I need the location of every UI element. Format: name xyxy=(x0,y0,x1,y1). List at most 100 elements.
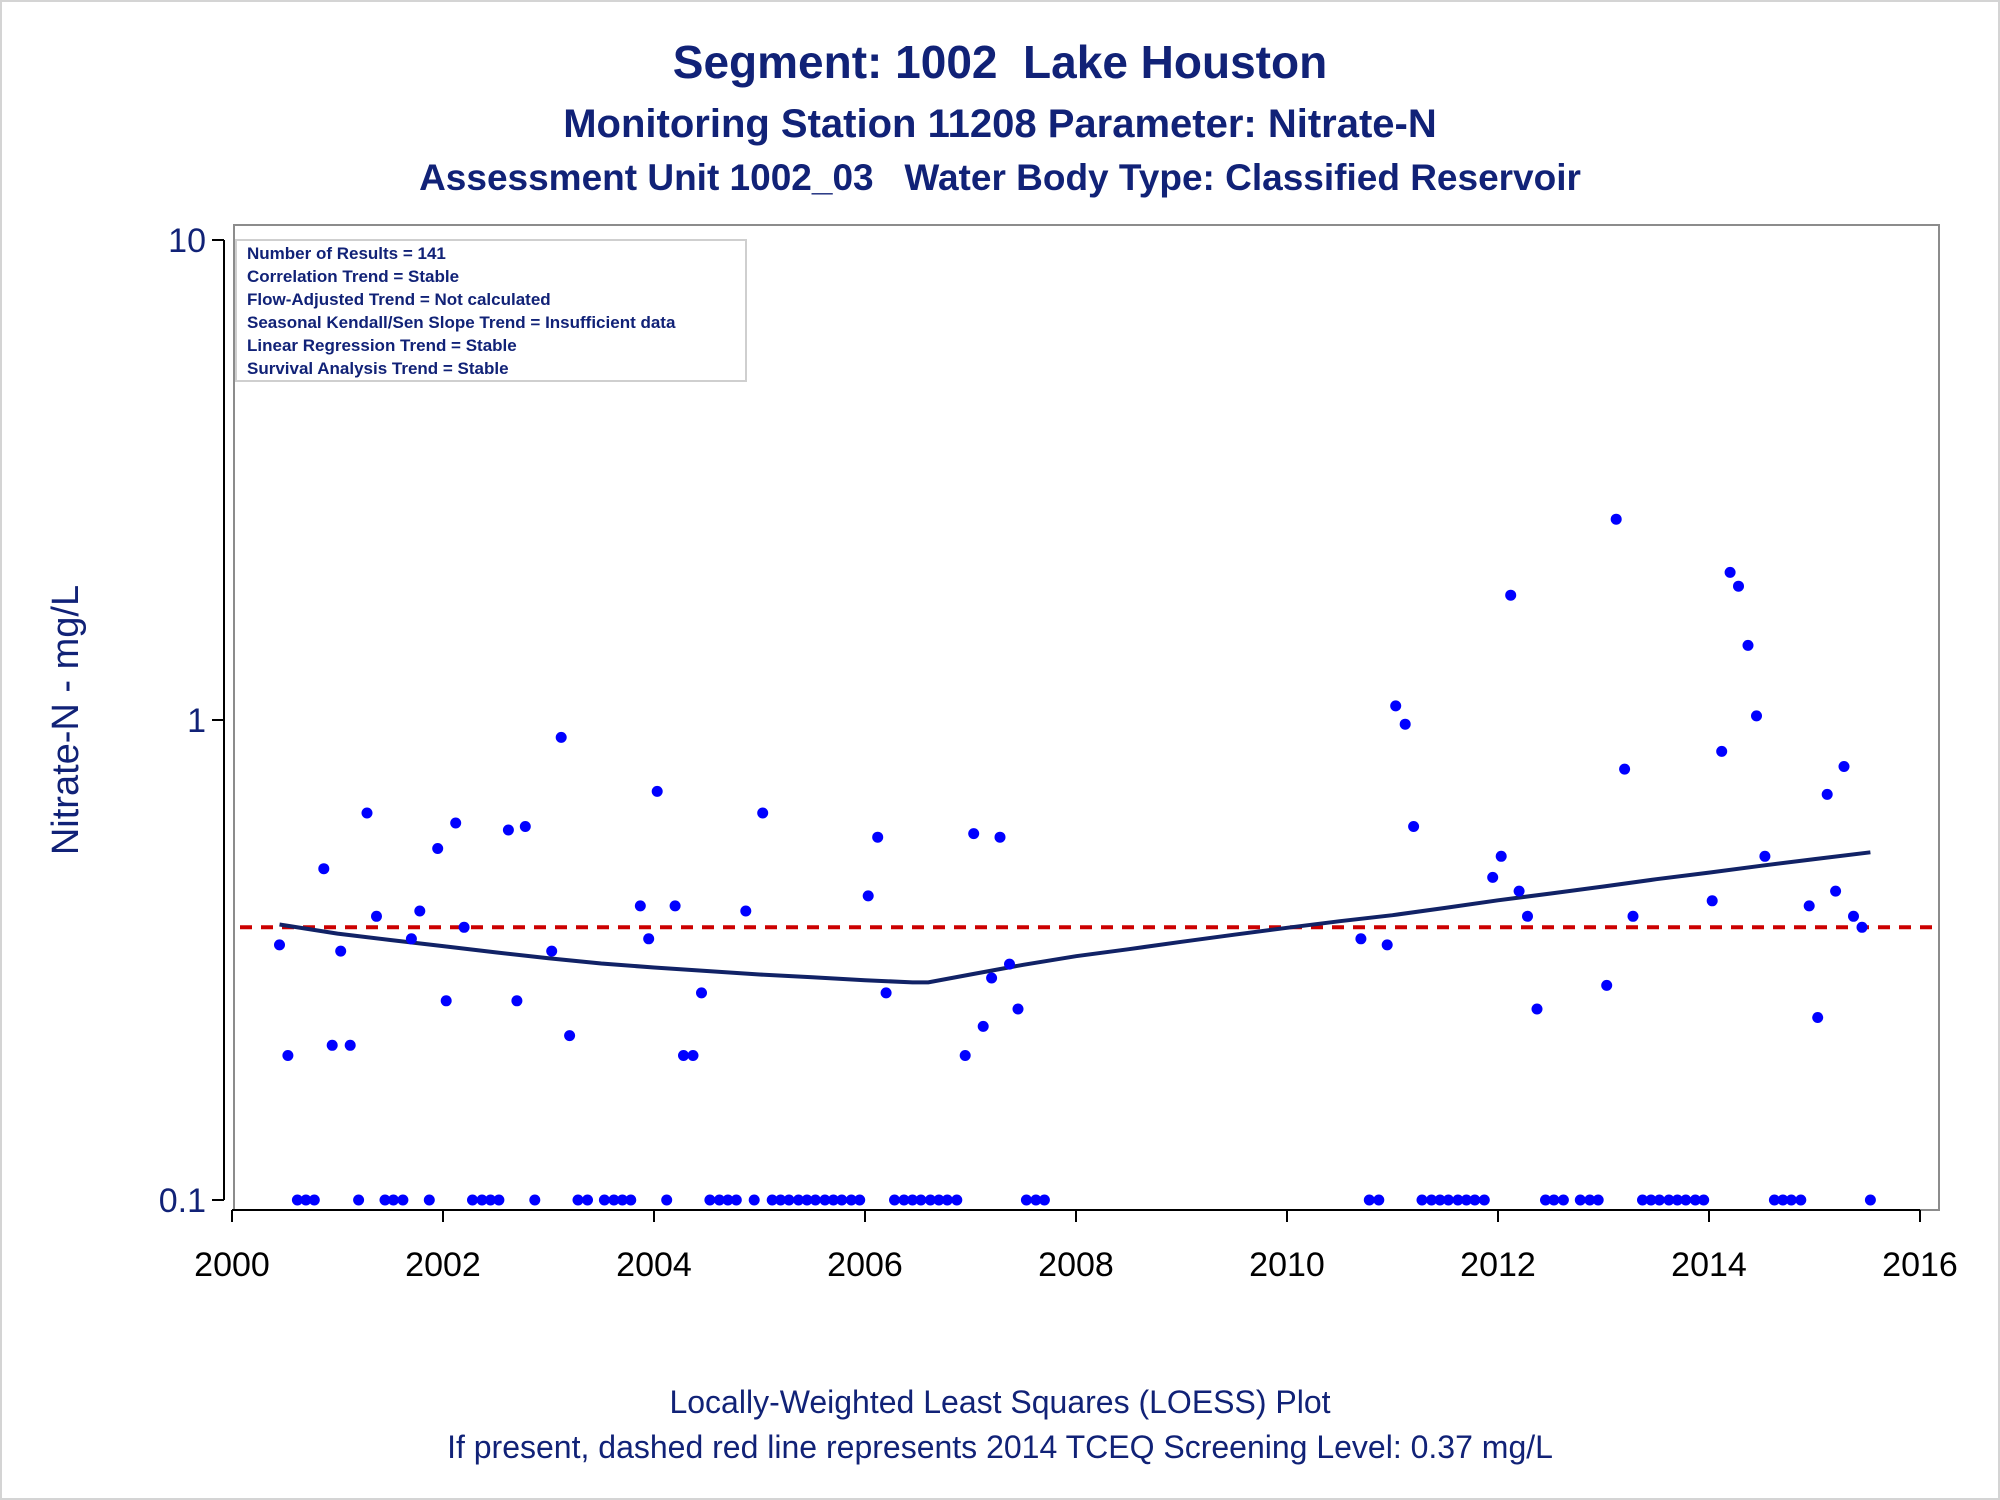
data-point xyxy=(1531,1003,1543,1015)
data-point xyxy=(1399,718,1411,730)
data-point xyxy=(353,1194,365,1206)
x-tick-label: 2006 xyxy=(827,1246,903,1284)
data-point xyxy=(1751,710,1762,722)
data-point xyxy=(634,900,646,912)
data-point xyxy=(1653,1194,1665,1206)
data-point xyxy=(1706,895,1718,907)
data-point xyxy=(1689,1194,1701,1206)
data-point xyxy=(1645,1194,1657,1206)
data-point xyxy=(1584,1194,1596,1206)
data-point xyxy=(1821,788,1833,800)
data-point xyxy=(1619,763,1631,775)
data-point xyxy=(344,1039,356,1051)
data-point xyxy=(440,995,452,1007)
data-point xyxy=(598,1194,610,1206)
data-point xyxy=(1812,1012,1824,1023)
data-point xyxy=(1838,761,1850,772)
x-tick-label: 2010 xyxy=(1249,1246,1325,1284)
data-point xyxy=(951,1194,963,1206)
x-tick-label: 2016 xyxy=(1882,1246,1958,1284)
y-tick-label: 1 xyxy=(187,702,206,740)
data-point xyxy=(1663,1194,1675,1206)
data-point xyxy=(493,1194,505,1206)
data-point xyxy=(1698,1194,1710,1206)
data-point xyxy=(308,1194,320,1206)
data-point xyxy=(740,905,752,917)
x-ticks: 2000 2002 2004 2006 2008 2010 2012 2014 2016 xyxy=(194,1210,1958,1284)
data-point xyxy=(485,1194,496,1206)
data-point xyxy=(713,1194,725,1206)
data-point xyxy=(1452,1194,1464,1206)
x-tick-label: 2012 xyxy=(1460,1246,1536,1284)
y-tick-label: 10 xyxy=(168,222,206,260)
data-point xyxy=(564,1030,576,1042)
data-point xyxy=(898,1194,910,1206)
data-point xyxy=(1856,921,1868,933)
data-point xyxy=(458,921,470,933)
plot-area xyxy=(233,224,1940,1211)
data-point xyxy=(678,1050,689,1061)
x-tick-label: 2002 xyxy=(405,1246,481,1284)
data-point xyxy=(1716,745,1728,757)
data-point xyxy=(933,1194,945,1206)
data-point xyxy=(1373,1194,1385,1206)
data-point xyxy=(1742,639,1754,651)
data-point xyxy=(1557,1194,1569,1206)
data-point xyxy=(1724,566,1736,578)
x-tick-label: 2014 xyxy=(1671,1246,1747,1284)
x-tick-label: 2004 xyxy=(616,1246,692,1284)
data-point xyxy=(651,785,663,797)
stats-box-border xyxy=(235,239,747,382)
stats-line: Number of Results = 141 xyxy=(247,244,446,263)
data-point xyxy=(608,1194,620,1206)
data-point xyxy=(1848,910,1859,922)
data-point xyxy=(669,900,681,912)
data-point xyxy=(1864,1194,1876,1206)
footnote-line-1: Locally-Weighted Least Squares (LOESS) P… xyxy=(669,1384,1330,1420)
data-point xyxy=(529,1194,541,1206)
stats-line: Survival Analysis Trend = Stable xyxy=(247,359,509,378)
data-point xyxy=(282,1050,294,1061)
data-point xyxy=(872,831,884,843)
chart-subtitle: Monitoring Station 11208 Parameter: Nitr… xyxy=(563,102,1437,146)
data-point xyxy=(1363,1194,1375,1206)
data-point xyxy=(748,1194,760,1206)
x-tick-label: 2000 xyxy=(194,1246,270,1284)
data-point xyxy=(1680,1194,1692,1206)
data-point xyxy=(793,1194,804,1206)
data-point xyxy=(1592,1194,1604,1206)
data-point xyxy=(1785,1194,1797,1206)
data-point xyxy=(1803,900,1815,912)
data-point xyxy=(722,1194,734,1206)
data-point xyxy=(582,1194,593,1206)
data-point xyxy=(809,1194,821,1206)
data-point xyxy=(704,1194,716,1206)
data-point xyxy=(1020,1194,1032,1206)
data-point xyxy=(687,1050,699,1061)
data-point xyxy=(783,1194,795,1206)
data-point xyxy=(827,1194,839,1206)
data-point xyxy=(1513,885,1525,897)
data-point xyxy=(467,1194,478,1206)
data-point xyxy=(862,890,874,902)
data-point xyxy=(379,1194,391,1206)
data-points xyxy=(274,513,1876,1206)
data-point xyxy=(519,821,531,832)
data-point xyxy=(1426,1194,1437,1206)
data-point xyxy=(1768,1194,1780,1206)
data-point xyxy=(1381,939,1393,951)
stats-line: Correlation Trend = Stable xyxy=(247,267,459,286)
data-point xyxy=(1733,580,1744,592)
data-point xyxy=(801,1194,813,1206)
data-point xyxy=(1416,1194,1428,1206)
data-point xyxy=(1671,1194,1683,1206)
data-point xyxy=(616,1194,628,1206)
data-point xyxy=(1830,885,1842,897)
data-point xyxy=(300,1194,312,1206)
data-point xyxy=(994,831,1006,843)
data-point xyxy=(1390,700,1402,712)
data-point xyxy=(1540,1194,1551,1206)
stats-line: Seasonal Kendall/Sen Slope Trend = Insuf… xyxy=(247,313,676,332)
data-point xyxy=(819,1194,831,1206)
